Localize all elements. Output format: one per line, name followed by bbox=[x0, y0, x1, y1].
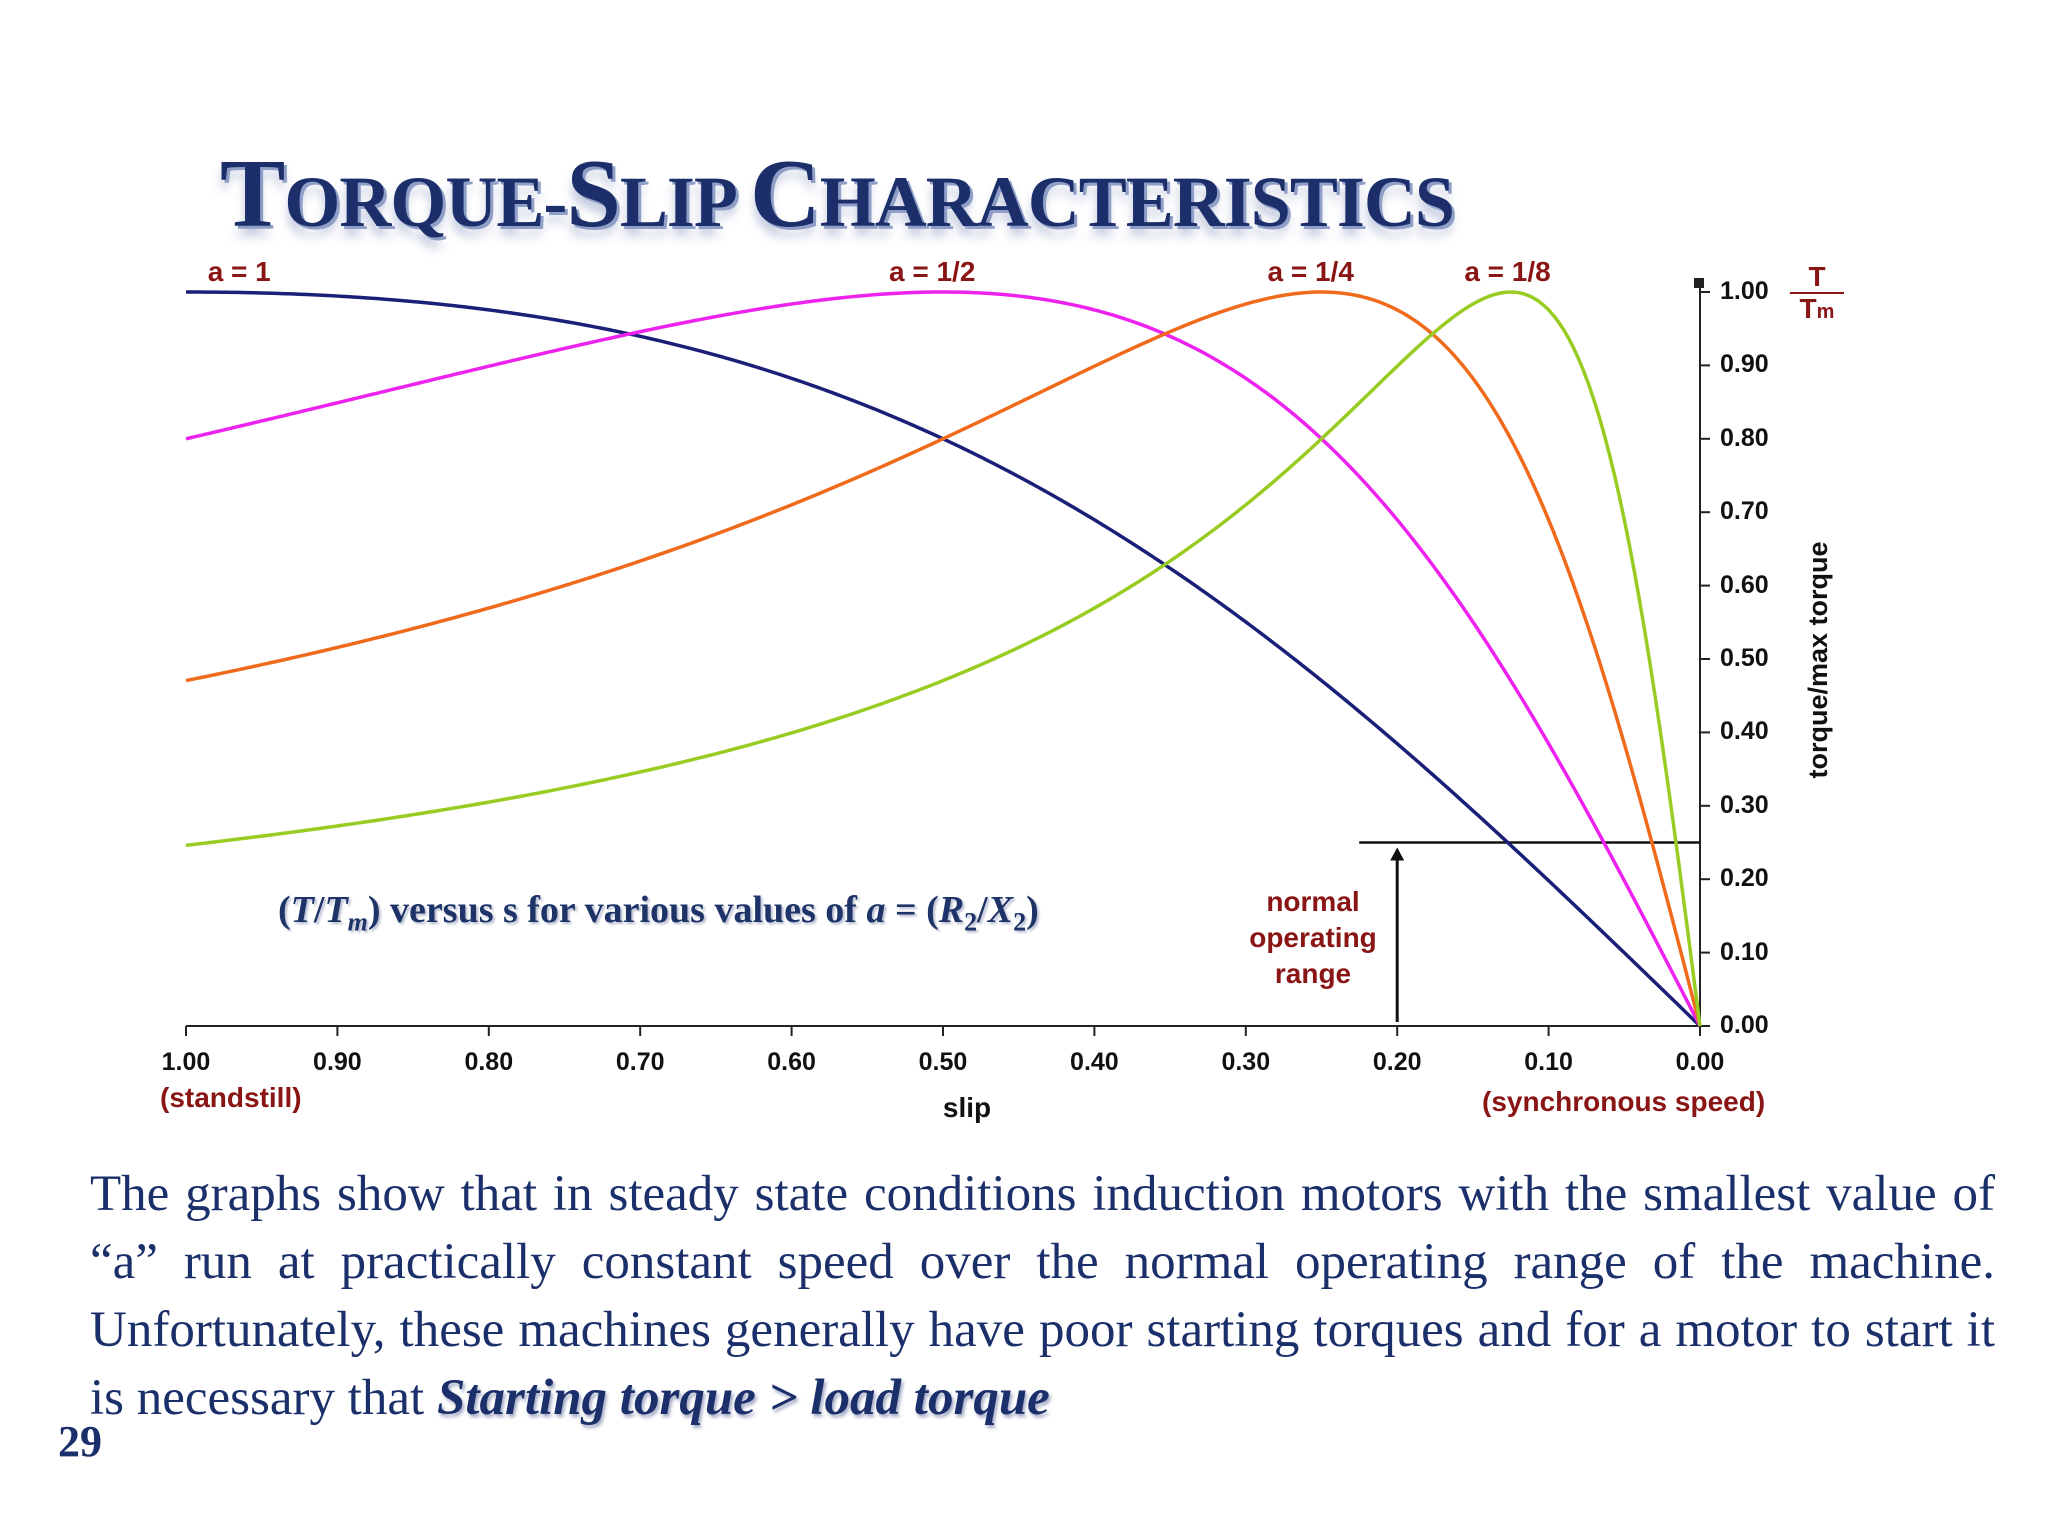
x-axis-label: slip bbox=[942, 1092, 992, 1123]
y-axis-top-marker bbox=[1694, 278, 1704, 288]
x-tick-label: 0.60 bbox=[767, 1048, 816, 1076]
series-label: a = 1/4 bbox=[1267, 256, 1354, 287]
y-tick-label: 0.60 bbox=[1720, 570, 1769, 599]
y-tick-label: 0.50 bbox=[1720, 644, 1769, 672]
series-line bbox=[185, 290, 1702, 1027]
body-text: The graphs show that in steady state con… bbox=[90, 1166, 1995, 1426]
y-tick-label: 0.10 bbox=[1720, 937, 1769, 966]
x-tick-label: 0.30 bbox=[1221, 1048, 1271, 1076]
operating-range-arrowhead bbox=[1390, 847, 1405, 861]
series-label: a = 1/8 bbox=[1464, 256, 1551, 287]
normal-operating-range-label: normal operating range bbox=[1249, 886, 1377, 989]
series-label: a = 1/2 bbox=[889, 256, 976, 287]
x-axis-left-note: (standstill) bbox=[160, 1082, 302, 1113]
slide-title: TORQUE-SLIP CHARACTERISTICS bbox=[220, 140, 1455, 248]
x-tick-label: 1.00 bbox=[161, 1048, 211, 1076]
y-tick-label: 0.70 bbox=[1720, 497, 1769, 526]
y-tick-label: 0.40 bbox=[1720, 717, 1769, 746]
x-tick-label: 0.00 bbox=[1675, 1048, 1725, 1076]
y-tick-label: 0.90 bbox=[1720, 350, 1769, 379]
page-number: 29 bbox=[58, 1417, 102, 1466]
x-tick-label: 0.90 bbox=[313, 1048, 362, 1076]
x-tick-label: 0.50 bbox=[918, 1048, 968, 1076]
y-tick-label: 0.20 bbox=[1720, 864, 1769, 893]
series-line bbox=[185, 290, 1702, 1027]
y-axis-ratio-label: T Tm bbox=[1790, 262, 1844, 327]
x-tick-label: 0.40 bbox=[1070, 1048, 1119, 1076]
y-tick-label: 1.00 bbox=[1720, 277, 1769, 305]
x-tick-label: 0.10 bbox=[1524, 1048, 1573, 1076]
body-emphasis: Starting torque > load torque bbox=[436, 1370, 1050, 1426]
body-paragraph: The graphs show that in steady state con… bbox=[90, 1160, 1995, 1432]
chart-caption: (T/Tm) versus s for various values of a … bbox=[278, 889, 1039, 937]
series-label: a = 1 bbox=[207, 256, 271, 287]
y-tick-label: 0.80 bbox=[1720, 423, 1769, 452]
x-tick-label: 0.20 bbox=[1372, 1048, 1422, 1076]
x-tick-label: 0.70 bbox=[615, 1048, 665, 1076]
series-line bbox=[185, 290, 1702, 1027]
x-axis-right-note: (synchronous speed) bbox=[1482, 1086, 1766, 1117]
y-axis-label: torque/max torque bbox=[1803, 541, 1833, 779]
y-tick-label: 0.00 bbox=[1720, 1011, 1769, 1039]
y-tick-label: 0.30 bbox=[1720, 790, 1769, 819]
x-tick-label: 0.80 bbox=[464, 1048, 514, 1076]
